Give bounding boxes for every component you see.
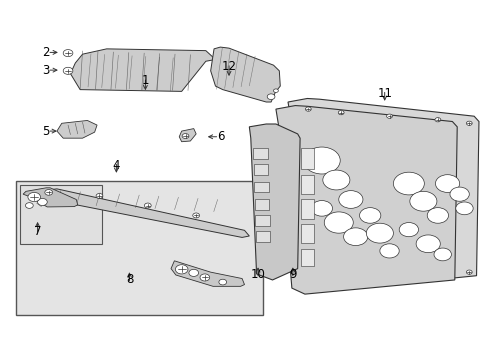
Text: 12: 12 — [221, 60, 236, 73]
Polygon shape — [171, 261, 244, 286]
Bar — [20, 185, 102, 244]
Bar — [253, 148, 267, 159]
Circle shape — [398, 222, 418, 237]
Bar — [300, 199, 313, 219]
Circle shape — [324, 212, 352, 233]
Polygon shape — [275, 105, 456, 294]
Circle shape — [338, 111, 344, 115]
Polygon shape — [23, 188, 78, 207]
Circle shape — [96, 193, 102, 198]
Text: 2: 2 — [42, 46, 50, 59]
Text: 11: 11 — [376, 87, 391, 100]
Text: 5: 5 — [42, 125, 50, 138]
Text: 6: 6 — [216, 130, 224, 143]
Polygon shape — [249, 124, 300, 280]
Circle shape — [379, 244, 398, 258]
Circle shape — [182, 134, 188, 139]
Circle shape — [63, 67, 73, 75]
Circle shape — [343, 228, 367, 246]
Circle shape — [266, 94, 274, 100]
Circle shape — [303, 147, 340, 174]
Bar — [16, 181, 263, 315]
Circle shape — [25, 203, 33, 208]
Circle shape — [273, 89, 278, 93]
Circle shape — [434, 118, 440, 122]
Polygon shape — [210, 47, 280, 102]
Text: 10: 10 — [250, 269, 265, 282]
Circle shape — [28, 192, 41, 202]
Polygon shape — [70, 49, 215, 91]
Circle shape — [310, 201, 332, 216]
Bar — [300, 148, 313, 169]
Bar — [300, 175, 313, 194]
Circle shape — [435, 175, 459, 192]
Circle shape — [305, 107, 310, 111]
Circle shape — [455, 202, 472, 215]
Text: 9: 9 — [288, 269, 296, 282]
Circle shape — [219, 279, 226, 285]
Bar — [254, 199, 268, 210]
Circle shape — [338, 191, 362, 208]
Circle shape — [322, 170, 349, 190]
Circle shape — [466, 121, 471, 125]
Circle shape — [45, 190, 53, 195]
Circle shape — [393, 172, 424, 195]
Circle shape — [144, 203, 151, 208]
Polygon shape — [287, 99, 478, 292]
Text: 1: 1 — [142, 74, 149, 87]
Circle shape — [63, 50, 73, 57]
Circle shape — [433, 248, 450, 261]
Bar — [255, 231, 269, 242]
Text: 3: 3 — [42, 64, 50, 77]
Text: 4: 4 — [112, 159, 120, 172]
Text: 7: 7 — [34, 225, 41, 238]
Bar — [253, 164, 267, 175]
Circle shape — [409, 192, 436, 211]
Circle shape — [38, 198, 47, 206]
Circle shape — [359, 208, 380, 223]
Bar — [300, 224, 313, 243]
Text: 8: 8 — [125, 274, 133, 287]
Polygon shape — [38, 189, 249, 238]
Polygon shape — [57, 121, 97, 138]
Bar — [254, 182, 268, 192]
Circle shape — [188, 269, 198, 276]
Bar — [255, 215, 269, 226]
Polygon shape — [179, 129, 196, 142]
Circle shape — [449, 187, 468, 201]
Circle shape — [200, 274, 209, 281]
Bar — [300, 249, 313, 266]
Circle shape — [466, 270, 471, 274]
Circle shape — [366, 223, 393, 243]
Circle shape — [415, 235, 439, 253]
Circle shape — [175, 265, 187, 274]
Circle shape — [192, 213, 199, 218]
Circle shape — [427, 208, 447, 223]
Circle shape — [386, 114, 392, 118]
